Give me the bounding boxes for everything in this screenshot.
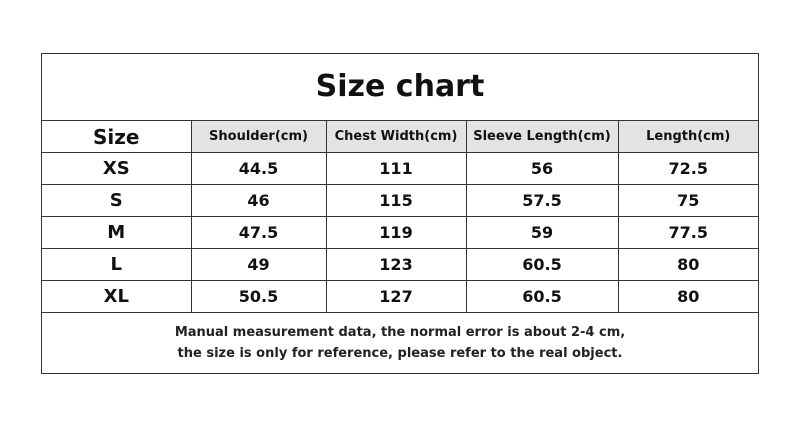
value-cell: 46 xyxy=(190,184,327,217)
size-cell: S xyxy=(42,184,192,217)
value-cell: 123 xyxy=(325,248,467,281)
value-cell: 80 xyxy=(617,248,758,281)
table-row: S 46 115 57.5 75 xyxy=(42,184,758,217)
title: Size chart xyxy=(42,54,758,121)
value-cell: 75 xyxy=(617,184,758,217)
value-cell: 119 xyxy=(325,216,467,249)
size-cell: M xyxy=(42,216,192,249)
value-cell: 60.5 xyxy=(465,280,619,313)
header-cell: Shoulder(cm) xyxy=(190,121,327,153)
size-table: Size Shoulder(cm) Chest Width(cm) Sleeve Le… xyxy=(42,121,758,313)
table-row: M 47.5 119 59 77.5 xyxy=(42,216,758,249)
value-cell: 127 xyxy=(325,280,467,313)
value-cell: 60.5 xyxy=(465,248,619,281)
header-cell: Chest Width(cm) xyxy=(325,121,467,153)
value-cell: 59 xyxy=(465,216,619,249)
size-cell: XL xyxy=(42,280,192,313)
table-row: XL 50.5 127 60.5 80 xyxy=(42,280,758,313)
value-cell: 115 xyxy=(325,184,467,217)
size-chart: Size chart Size Shoulder(cm) Chest Width(c… xyxy=(41,53,759,374)
header-row: Size Shoulder(cm) Chest Width(cm) Sleeve Le… xyxy=(42,121,758,153)
table-row: L 49 123 60.5 80 xyxy=(42,248,758,281)
note-line: the size is only for reference, please r… xyxy=(177,346,623,361)
header-cell: Size xyxy=(42,121,192,153)
value-cell: 77.5 xyxy=(617,216,758,249)
size-cell: XS xyxy=(42,152,192,185)
note: Manual measurement data, the normal erro… xyxy=(42,313,758,373)
value-cell: 47.5 xyxy=(190,216,327,249)
table-row: XS 44.5 111 56 72.5 xyxy=(42,152,758,185)
value-cell: 56 xyxy=(465,152,619,185)
value-cell: 111 xyxy=(325,152,467,185)
note-line: Manual measurement data, the normal erro… xyxy=(174,325,626,340)
value-cell: 57.5 xyxy=(465,184,619,217)
header-cell: Length(cm) xyxy=(617,121,758,153)
size-cell: L xyxy=(42,248,192,281)
value-cell: 49 xyxy=(190,248,327,281)
value-cell: 50.5 xyxy=(190,280,327,313)
header-cell: Sleeve Length(cm) xyxy=(465,121,619,153)
value-cell: 44.5 xyxy=(190,152,327,185)
value-cell: 80 xyxy=(617,280,758,313)
value-cell: 72.5 xyxy=(617,152,758,185)
